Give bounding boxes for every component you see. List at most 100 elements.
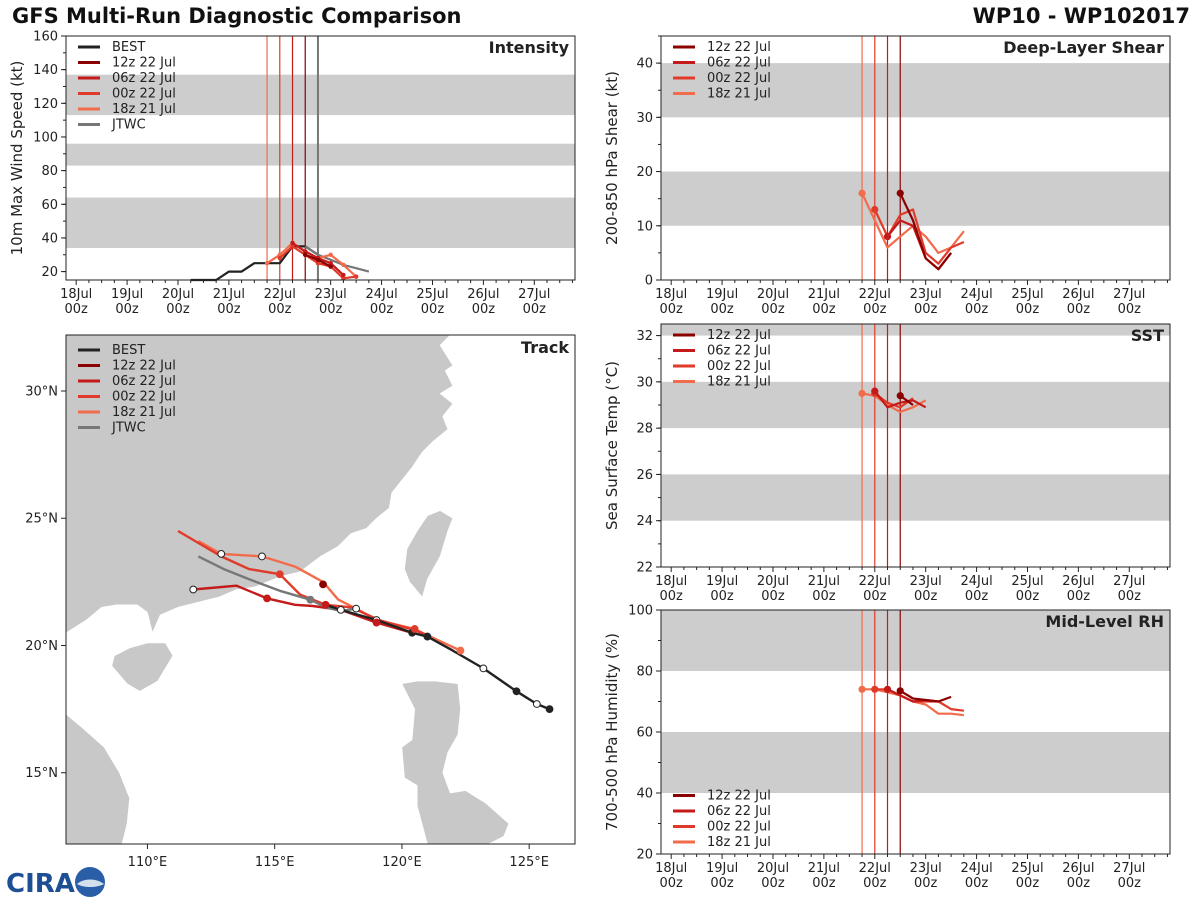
sst-xtick-label-hour: 00z	[1118, 589, 1142, 604]
track-point-00z22	[275, 570, 284, 579]
intensity-plot: 2040608010012014016018Jul00z19Jul00z20Ju…	[8, 30, 576, 317]
intensity-legend-label: BEST	[112, 40, 145, 55]
rh-series-12z22	[899, 689, 952, 703]
intensity-ytick-label: 100	[33, 130, 58, 145]
shear-band	[661, 63, 1170, 118]
intensity-point-06z22	[341, 272, 346, 278]
track-point-best	[532, 700, 541, 708]
track-point-best	[479, 664, 488, 673]
logo-text: CIRA	[6, 869, 75, 898]
shear-xtick-label-hour: 00z	[761, 302, 785, 317]
rh-legend-label: 18z 21 Jul	[707, 835, 771, 850]
intensity-xtick-label-hour: 00z	[64, 302, 88, 317]
intensity-legend-label: 00z 22 Jul	[112, 87, 176, 102]
track-point-06z22	[372, 618, 381, 627]
sst-xtick-label: 23Jul	[910, 574, 942, 589]
intensity-series-jtwc	[304, 245, 370, 273]
intensity-xtick-label-hour: 00z	[421, 302, 445, 317]
track-xtick-label: 125°E	[509, 855, 549, 868]
rh-xtick-label: 18Jul	[655, 861, 687, 876]
rh-xtick-label: 22Jul	[859, 861, 891, 876]
sst-ylabel: Sea Surface Temp (°C)	[603, 361, 621, 530]
intensity-ytick-label: 120	[33, 97, 58, 112]
shear-xtick-label: 20Jul	[757, 287, 789, 302]
rh-xtick-label: 21Jul	[808, 861, 840, 876]
rh-xtick-label: 20Jul	[757, 861, 789, 876]
storm-id: WP10 - WP102017	[972, 4, 1190, 28]
shear-ytick-label: 30	[636, 111, 653, 126]
rh-xtick-label: 25Jul	[1011, 861, 1043, 876]
rh-ylabel: 700-500 hPa Humidity (%)	[603, 633, 621, 831]
track-xtick-label: 115°E	[255, 855, 295, 868]
rh-init-dot-12z22	[896, 687, 904, 695]
shear-init-dot-06z22	[883, 233, 892, 241]
track-point-best	[423, 632, 432, 641]
rh-band	[661, 610, 1170, 671]
sst-xtick-label-hour: 00z	[761, 589, 785, 604]
rh-title: Mid-Level RH	[1045, 612, 1164, 631]
track-xtick-label: 120°E	[382, 855, 422, 868]
sst-frame	[660, 323, 1171, 568]
shear-ytick-label: 40	[636, 57, 653, 72]
shear-xtick-label-hour: 00z	[1016, 302, 1040, 317]
intensity-xtick-label-hour: 00z	[115, 302, 139, 317]
rh-ytick-label: 80	[636, 665, 653, 680]
track-point-00z22	[410, 625, 419, 633]
rh-legend-label: 06z 22 Jul	[707, 804, 771, 819]
shear-xtick-label: 24Jul	[960, 287, 992, 302]
sst-legend-label: 12z 22 Jul	[707, 328, 771, 343]
rh-ytick-label: 20	[636, 848, 653, 863]
shear-init-dot-00z22	[871, 205, 879, 214]
rh-chart: 2040608010018Jul00z19Jul00z20Jul00z21Jul…	[603, 604, 1171, 891]
rh-xtick-label-hour: 00z	[761, 876, 785, 891]
shear-plot: 01020304018Jul00z19Jul00z20Jul00z21Jul00…	[603, 35, 1171, 317]
intensity-point-12z22	[315, 257, 321, 263]
rh-xtick-label: 26Jul	[1062, 861, 1094, 876]
intensity-point-00z22	[353, 274, 359, 279]
track-title: Track	[521, 338, 569, 357]
sst-xtick-label: 20Jul	[757, 574, 789, 589]
shear-xtick-label: 26Jul	[1062, 287, 1094, 302]
intensity-point-12z22	[303, 252, 308, 257]
shear-xtick-label-hour: 00z	[659, 302, 683, 317]
sst-xtick-label-hour: 00z	[1067, 589, 1091, 604]
track-legend-label: 00z 22 Jul	[112, 390, 176, 405]
intensity-xtick-label-hour: 00z	[166, 302, 190, 317]
intensity-point-00z22	[341, 276, 346, 281]
sst-ytick-label: 28	[636, 422, 653, 437]
rh-ytick-label: 60	[636, 726, 653, 741]
sst-ytick-label: 22	[636, 561, 653, 576]
shear-xtick-label: 22Jul	[859, 287, 891, 302]
sst-chart: 22242628303218Jul00z19Jul00z20Jul00z21Ju…	[603, 323, 1171, 604]
sst-xtick-label-hour: 00z	[965, 589, 989, 604]
intensity-ytick-label: 140	[33, 63, 58, 78]
track-point-06z22	[263, 594, 271, 603]
cira-logo-icon: CIRA	[6, 867, 105, 899]
rh-xtick-label: 27Jul	[1113, 861, 1145, 876]
sst-xtick-label: 26Jul	[1062, 574, 1094, 589]
track-point-06z22	[321, 600, 330, 609]
shear-xtick-label: 18Jul	[655, 287, 687, 302]
intensity-xtick-label: 26Jul	[467, 287, 499, 302]
rh-ytick-label: 100	[628, 604, 653, 619]
intensity-band	[66, 197, 575, 249]
shear-legend-label: 12z 22 Jul	[707, 40, 771, 55]
intensity-xtick-label: 23Jul	[315, 287, 347, 302]
shear-legend-label: 00z 22 Jul	[707, 71, 771, 86]
sst-ytick-label: 32	[636, 329, 653, 344]
track-legend-label: 12z 22 Jul	[112, 359, 176, 374]
sst-xtick-label-hour: 00z	[659, 589, 683, 604]
intensity-legend-label: JTWC	[111, 118, 146, 133]
shear-ytick-label: 10	[636, 219, 653, 234]
intensity-xtick-label: 21Jul	[213, 287, 245, 302]
intensity-band	[66, 143, 575, 166]
intensity-xtick-label: 19Jul	[111, 287, 143, 302]
rh-xtick-label-hour: 00z	[914, 876, 938, 891]
intensity-ylabel: 10m Max Wind Speed (kt)	[8, 61, 26, 256]
sst-init-dot-06z22	[871, 387, 879, 395]
sst-xtick-label-hour: 00z	[914, 589, 938, 604]
rh-band	[661, 732, 1170, 793]
page-title: GFS Multi-Run Diagnostic Comparison	[12, 4, 462, 28]
rh-xtick-label-hour: 00z	[1016, 876, 1040, 891]
track-point-18z21	[456, 646, 465, 655]
